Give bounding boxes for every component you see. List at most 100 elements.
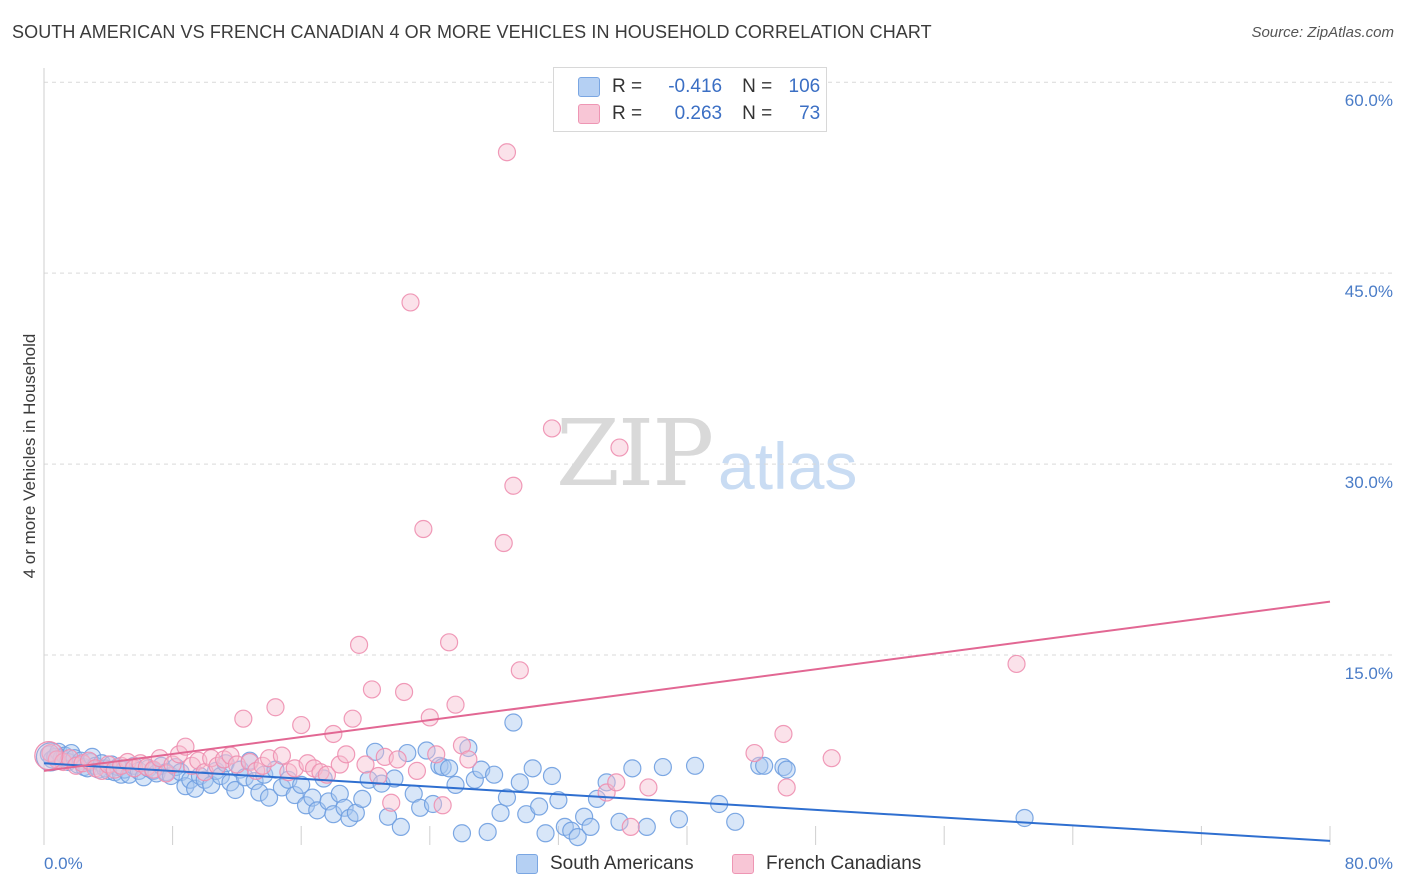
watermark-zip: ZIP [556, 400, 714, 507]
data-point [726, 812, 745, 831]
data-point [398, 743, 417, 763]
data-point [485, 765, 504, 784]
data-point [388, 750, 407, 769]
data-point [378, 807, 398, 826]
data-point [317, 765, 337, 784]
data-point [587, 789, 607, 808]
data-point [337, 745, 356, 764]
data-point [272, 746, 292, 765]
data-point [497, 788, 517, 807]
data-point [433, 796, 452, 815]
data-point [637, 817, 656, 837]
trend-line-french-canadians [43, 600, 1331, 772]
data-point [253, 756, 272, 775]
data-point [353, 789, 372, 808]
data-point [234, 709, 253, 728]
data-point [549, 791, 568, 810]
data-point [330, 755, 349, 774]
data-point [423, 794, 443, 814]
data-point [439, 759, 459, 778]
data-point [497, 143, 517, 162]
data-point [356, 755, 375, 774]
data-point [459, 750, 478, 769]
data-point [542, 766, 562, 786]
legend-n-label: N = [742, 76, 773, 97]
data-point-cluster [34, 741, 64, 771]
bottom-legend-label: South Americans [550, 853, 694, 874]
data-point [623, 759, 642, 778]
data-point [391, 817, 410, 837]
data-point [366, 742, 385, 761]
data-point [446, 775, 465, 794]
data-point [745, 743, 764, 763]
data-point [420, 708, 439, 727]
data-point [478, 822, 497, 842]
data-point [581, 817, 600, 837]
series-south-americans [35, 713, 1034, 847]
data-point [575, 807, 594, 826]
data-point [417, 741, 436, 760]
legend-r-value: -0.416 [668, 76, 723, 97]
data-point [774, 757, 793, 777]
legend-r-label: R = [612, 76, 643, 97]
data-point [510, 773, 529, 792]
legend-r-value: 0.263 [674, 103, 723, 124]
legend-row-french-canadians: R = 0.263 N = 73 [578, 102, 820, 126]
data-point [369, 766, 388, 786]
data-point [774, 724, 793, 744]
data-point [822, 749, 841, 768]
chart-title: SOUTH AMERICAN VS FRENCH CANADIAN 4 OR M… [12, 22, 932, 42]
legend-n-label: N = [742, 103, 773, 124]
data-point [669, 810, 689, 829]
legend: R = -0.416 N = 106 R = 0.263 N = 73 [553, 67, 827, 132]
data-point [414, 519, 433, 539]
legend-n-value: 106 [788, 76, 821, 97]
legend-r-label: R = [612, 103, 643, 124]
grid-lines [44, 81, 1393, 656]
bottom-legend-swatch-blue [516, 854, 538, 874]
y-tick-label: 60.0% [1345, 91, 1393, 110]
data-point [610, 438, 629, 457]
tick-labels: 15.0% 30.0% 45.0% 60.0% 0.0% 80.0% [44, 91, 1393, 873]
data-point [504, 713, 523, 732]
data-point [226, 780, 245, 800]
data-point [439, 633, 459, 652]
data-point [259, 788, 279, 807]
data-point [362, 680, 382, 699]
data-point [610, 812, 629, 831]
data-point [621, 817, 640, 837]
data-point [266, 698, 285, 717]
data-point [491, 803, 510, 823]
x-tick-label: 80.0% [1345, 854, 1393, 873]
data-point [446, 695, 465, 714]
data-point [494, 533, 513, 553]
data-point [349, 635, 369, 654]
y-tick-label: 45.0% [1345, 282, 1393, 301]
data-point [1007, 654, 1026, 674]
data-point [394, 682, 414, 702]
bottom-legend-swatch-pink [732, 854, 754, 874]
data-point [523, 759, 542, 778]
y-tick-label: 15.0% [1345, 664, 1393, 683]
data-point [382, 793, 401, 812]
data-point [777, 760, 796, 779]
series-french-canadians [34, 143, 1026, 837]
legend-swatch-pink [578, 104, 600, 124]
bottom-legend-french-canadians: French Canadians [732, 851, 921, 877]
data-point [504, 476, 523, 495]
data-point [407, 761, 427, 780]
data-point [330, 784, 349, 803]
data-point [530, 797, 549, 816]
data-point [755, 756, 774, 775]
trend-lines [43, 600, 1331, 842]
legend-row-south-americans: R = -0.416 N = 106 [578, 75, 820, 99]
data-point [777, 778, 796, 797]
data-point [296, 796, 316, 815]
y-tick-label: 30.0% [1345, 473, 1393, 492]
data-point [597, 773, 616, 792]
source-label: Source: ZipAtlas.com [1251, 24, 1394, 41]
data-point [607, 773, 626, 792]
data-point [542, 419, 562, 438]
watermark-atlas: atlas [718, 429, 858, 503]
